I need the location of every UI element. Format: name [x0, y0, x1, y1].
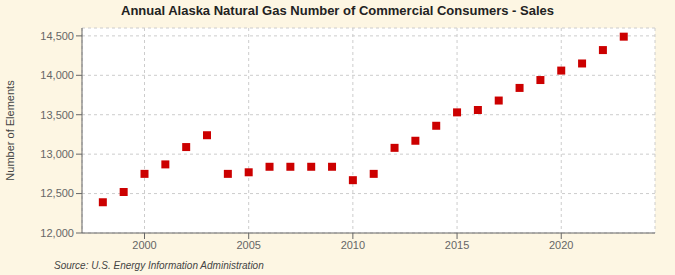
svg-text:2010: 2010	[341, 239, 365, 251]
svg-text:13,500: 13,500	[40, 109, 74, 121]
svg-text:12,000: 12,000	[40, 227, 74, 239]
svg-text:14,500: 14,500	[40, 30, 74, 42]
svg-text:2015: 2015	[445, 239, 469, 251]
html-text:Source: U.S. Energy Informatio: Source: U.S. Energy Information Administ…	[54, 260, 264, 271]
svg-text:14,000: 14,000	[40, 69, 74, 81]
html-text:Annual Alaska Natural Gas Numb: Annual Alaska Natural Gas Number of Comm…	[121, 3, 554, 18]
svg-text:2000: 2000	[132, 239, 156, 251]
svg-text:Number of Elements: Number of Elements	[8, 80, 16, 181]
svg-text:13,000: 13,000	[40, 148, 74, 160]
svg-text:12,500: 12,500	[40, 187, 74, 199]
svg-text:2020: 2020	[549, 239, 573, 251]
svg-text:2005: 2005	[236, 239, 260, 251]
